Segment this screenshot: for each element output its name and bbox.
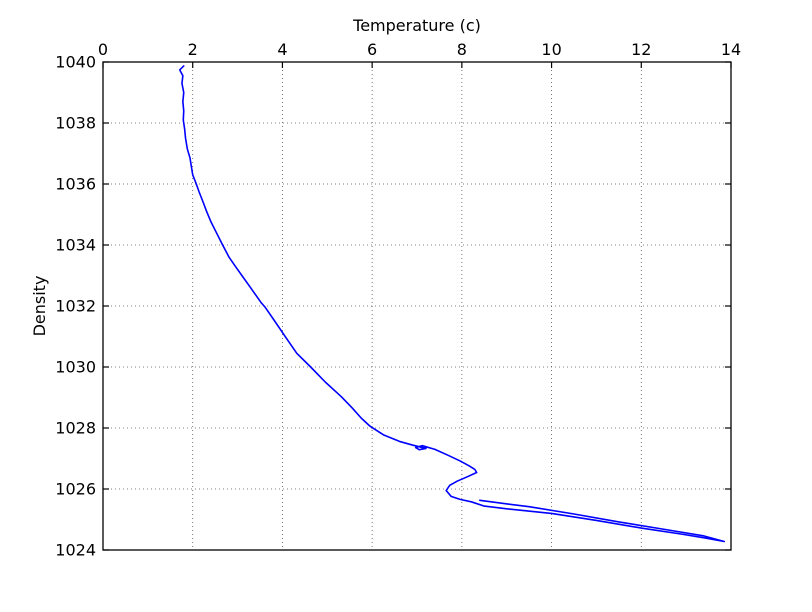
- x-tick-label: 2: [188, 40, 198, 59]
- profile-line: [178, 65, 726, 543]
- grid: [103, 62, 731, 550]
- y-tick-label: 1032: [55, 297, 96, 316]
- y-tick-labels: 1024 1026 1028 1030 1032 1034 1036 1038 1040: [55, 53, 96, 560]
- y-axis-title: Density: [30, 276, 49, 337]
- y-tick-label: 1028: [55, 419, 96, 438]
- y-tick-label: 1026: [55, 480, 96, 499]
- y-tick-label: 1036: [55, 175, 96, 194]
- x-tick-label: 8: [457, 40, 467, 59]
- x-tick-label: 10: [541, 40, 561, 59]
- x-tick-label: 4: [277, 40, 287, 59]
- y-tick-label: 1034: [55, 236, 96, 255]
- y-tick-label: 1040: [55, 53, 96, 72]
- x-tick-label: 0: [98, 40, 108, 59]
- plot-border: [102, 61, 732, 551]
- x-axis-title: Temperature (c): [352, 16, 481, 35]
- axis-ticks: [102, 61, 732, 551]
- x-tick-labels: 0 2 4 6 8 10 12 14: [98, 40, 741, 59]
- y-tick-label: 1038: [55, 114, 96, 133]
- y-tick-label: 1030: [55, 358, 96, 377]
- x-tick-label: 6: [367, 40, 377, 59]
- x-tick-label: 12: [631, 40, 651, 59]
- x-tick-label: 14: [721, 40, 741, 59]
- y-tick-label: 1024: [55, 541, 96, 560]
